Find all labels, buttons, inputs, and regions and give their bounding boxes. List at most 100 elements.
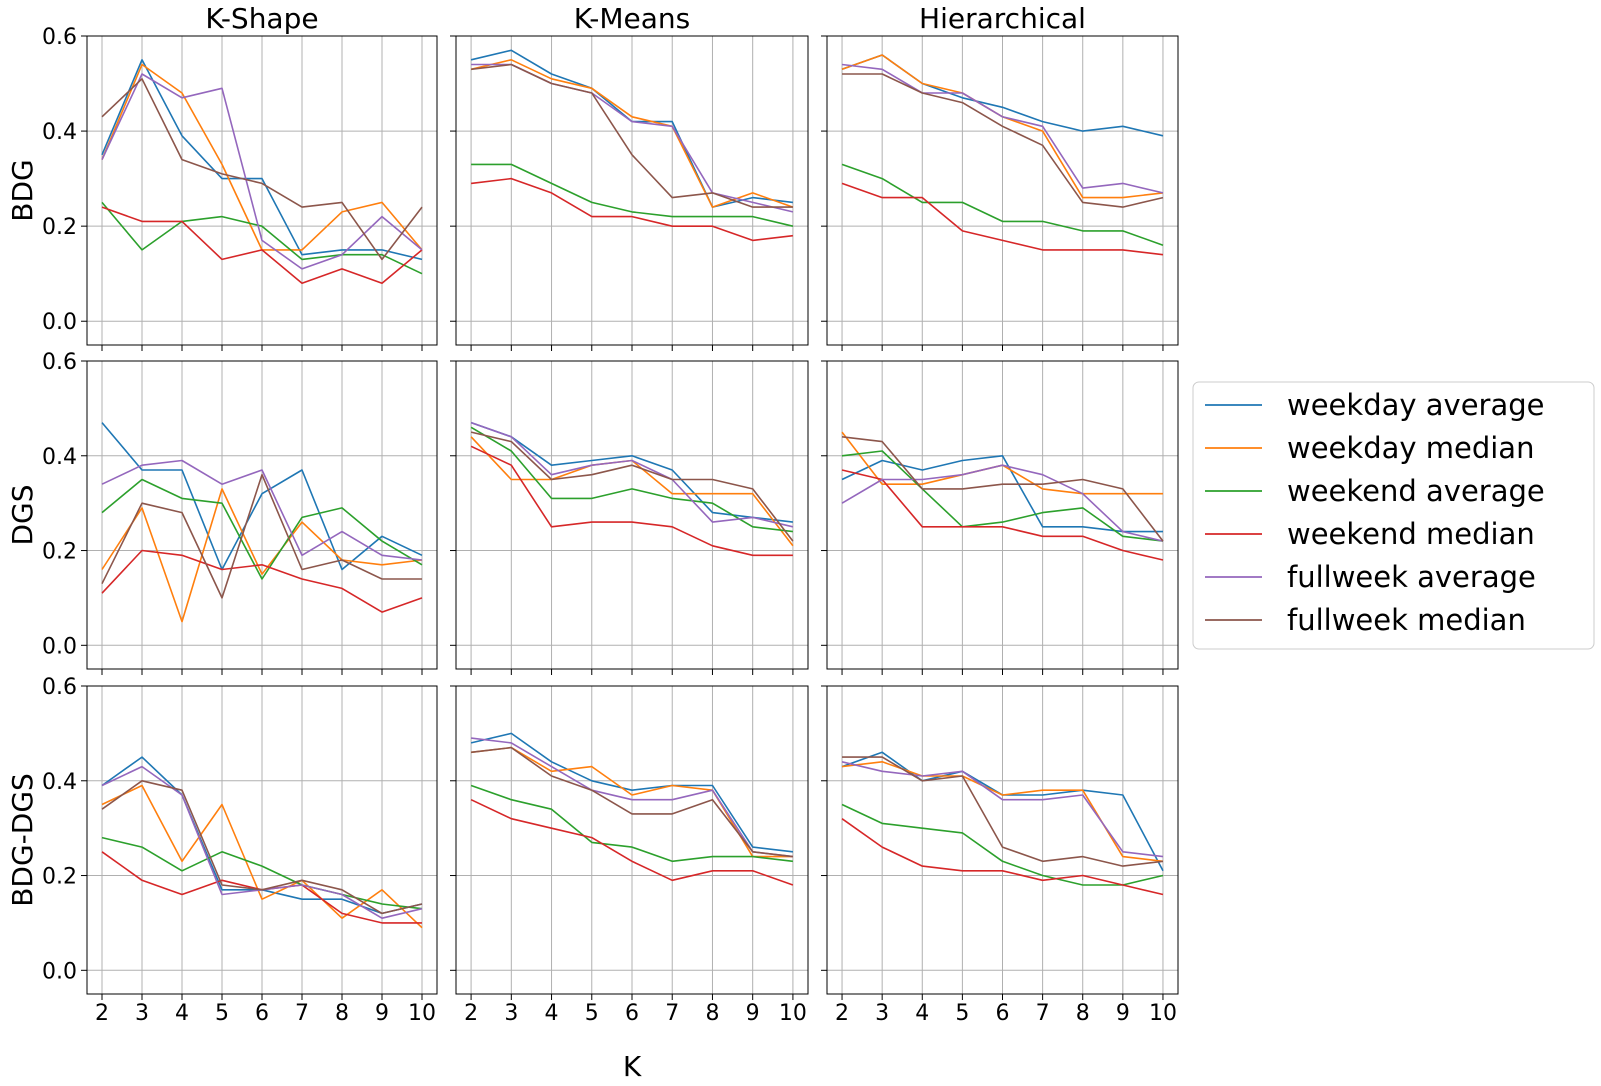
panel-bdg-hierarchical: [821, 35, 1179, 351]
x-tick-label: 9: [746, 1001, 760, 1026]
series-line-fullweek-average: [841, 464, 1164, 542]
column-title-hierarchical: Hierarchical: [919, 2, 1086, 35]
series-line-weekend-average: [101, 201, 423, 275]
series-line-fullweek-median: [841, 436, 1164, 542]
series-line-fullweek-average: [101, 459, 423, 561]
series-line-fullweek-median: [470, 431, 794, 542]
x-tick-label: 8: [705, 1001, 719, 1026]
panel-bdg-k-means: [450, 35, 809, 351]
y-tick-label: 0.6: [42, 350, 77, 375]
y-tick-label: 0.4: [42, 120, 77, 145]
series-line-fullweek-average: [841, 63, 1164, 194]
legend-item-fullweek-average: fullweek average: [1205, 560, 1536, 594]
series-line-weekend-average: [470, 784, 793, 863]
series-line-weekend-median: [841, 818, 1164, 896]
y-tick-label: 0.0: [42, 310, 77, 335]
y-tick-label: 0.6: [42, 675, 77, 700]
series-line-weekday-median: [470, 58, 794, 208]
legend-box: [1192, 381, 1595, 650]
series-line-weekend-median: [471, 177, 793, 242]
column-title-k-means: K-Means: [574, 2, 690, 35]
legend-label: fullweek median: [1287, 603, 1526, 637]
panel-bdg-dgs-k-shape: 0.0 0.2 0.4 0.6 2 3 4 5 6 7 8 9 10: [42, 675, 438, 1026]
series-line-weekday-average: [470, 732, 793, 853]
series-line-fullweek-median: [842, 73, 1164, 208]
x-tick-label: 8: [1076, 1001, 1090, 1026]
series-line-fullweek-average: [470, 421, 794, 528]
series-line-weekend-median: [470, 445, 793, 557]
series-line-weekday-average: [101, 58, 423, 261]
x-tick-label: 6: [996, 1001, 1010, 1026]
series-line-weekend-median: [841, 469, 1164, 561]
series-line-fullweek-median: [842, 756, 1164, 867]
series-line-weekend-median: [841, 182, 1164, 256]
x-tick-label: 2: [464, 1001, 478, 1026]
series-line-weekend-average: [101, 836, 423, 910]
x-tick-label: 9: [375, 1001, 389, 1026]
x-tick-label: 3: [135, 1001, 149, 1026]
series-line-weekday-median: [101, 784, 423, 929]
x-tick-label: 5: [215, 1001, 229, 1026]
x-tick-label: 7: [665, 1001, 679, 1026]
panel-bdg-dgs-k-means: 2 3 4 5 6 7 8 9 10: [450, 685, 809, 1026]
x-tick-label: 6: [255, 1001, 269, 1026]
x-tick-label: 5: [585, 1001, 599, 1026]
series-line-fullweek-average: [841, 761, 1164, 858]
y-tick-label: 0.0: [42, 634, 77, 659]
x-tick-label: 3: [504, 1001, 518, 1026]
x-tick-label: 8: [335, 1001, 349, 1026]
legend-label: weekend average: [1287, 474, 1545, 508]
x-tick-label: 2: [95, 1001, 109, 1026]
series-line-fullweek-average: [101, 73, 423, 270]
legend-item-weekday-median: weekday median: [1205, 431, 1534, 465]
row-label-dgs: DGS: [6, 484, 39, 545]
legend-item-fullweek-median: fullweek median: [1205, 603, 1526, 637]
legend-item-weekend-average: weekend average: [1205, 474, 1545, 508]
x-tick-label: 2: [835, 1001, 849, 1026]
series-line-weekday-median: [841, 760, 1164, 863]
series-line-weekend-median: [101, 206, 423, 285]
series-line-weekend-median: [470, 798, 794, 886]
x-axis-label: K: [623, 1050, 642, 1083]
y-tick-label: 0.2: [42, 865, 77, 890]
legend-label: weekday average: [1287, 388, 1544, 422]
series-line-fullweek-median: [101, 78, 423, 261]
series-line-weekend-average: [101, 478, 423, 580]
series-line-weekend-average: [841, 163, 1164, 246]
panel-bdg-k-shape: 0.0 0.2 0.4 0.6: [42, 25, 438, 351]
x-tick-label: 10: [408, 1001, 436, 1026]
panel-dgs-hierarchical: [821, 360, 1179, 675]
series-line-weekend-average: [471, 163, 794, 227]
series-line-weekend-median: [101, 549, 423, 613]
y-tick-label: 0.4: [42, 770, 77, 795]
x-tick-label: 4: [175, 1001, 189, 1026]
panel-dgs-k-means: [450, 360, 809, 675]
series-line-weekend-average: [841, 450, 1164, 542]
legend: weekday average weekday median weekend ave…: [1192, 381, 1595, 650]
x-tick-label: 10: [1149, 1001, 1177, 1026]
x-tick-label: 3: [875, 1001, 889, 1026]
series-line-fullweek-median: [471, 63, 793, 208]
y-tick-label: 0.6: [42, 25, 77, 50]
panel-dgs-k-shape: 0.0 0.2 0.4 0.6: [42, 350, 438, 675]
legend-label: weekend median: [1287, 517, 1535, 551]
series-line-weekday-average: [470, 421, 793, 523]
x-tick-label: 7: [1036, 1001, 1050, 1026]
x-tick-label: 4: [545, 1001, 559, 1026]
y-tick-label: 0.4: [42, 445, 77, 470]
series-line-fullweek-median: [101, 473, 422, 599]
legend-item-weekend-median: weekend median: [1205, 517, 1535, 551]
x-tick-label: 4: [915, 1001, 929, 1026]
x-tick-label: 7: [295, 1001, 309, 1026]
x-tick-label: 5: [955, 1001, 969, 1026]
x-tick-label: 9: [1116, 1001, 1130, 1026]
legend-label: weekday median: [1287, 431, 1534, 465]
legend-item-weekday-average: weekday average: [1205, 388, 1544, 422]
y-tick-label: 0.0: [42, 959, 77, 984]
column-title-k-shape: K-Shape: [205, 2, 318, 35]
x-tick-label: 6: [625, 1001, 639, 1026]
series-line-fullweek-average: [471, 737, 793, 858]
panel-bdg-dgs-hierarchical: 2 3 4 5 6 7 8 9 10: [821, 685, 1179, 1026]
series-line-weekday-median: [101, 488, 423, 623]
